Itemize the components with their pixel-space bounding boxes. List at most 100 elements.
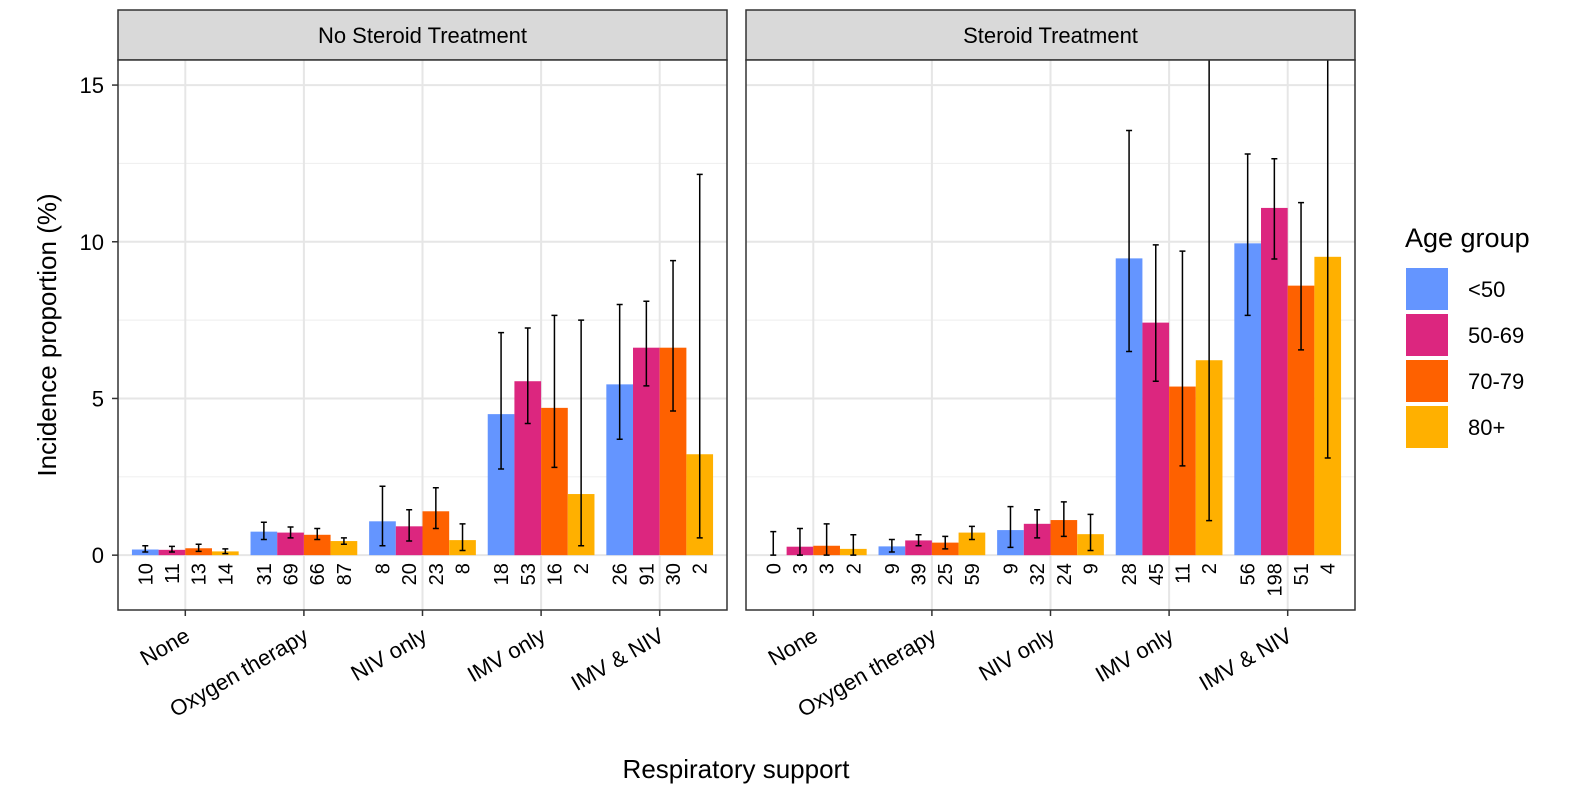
panel-border: [745, 59, 1356, 611]
error-bar: [850, 534, 857, 556]
error-bar: [1179, 250, 1186, 467]
count-label: 2: [690, 563, 712, 574]
count-label: 11: [1172, 563, 1194, 584]
legend-label: 70-79: [1468, 369, 1524, 394]
count-label: 53: [518, 563, 540, 585]
count-label: 9: [1000, 563, 1022, 574]
y-axis-label: Incidence proportion (%): [32, 193, 62, 476]
x-tick-label: IMV only: [463, 623, 550, 687]
facet-title: No Steroid Treatment: [318, 23, 527, 48]
bar: [958, 532, 986, 556]
strip: [117, 9, 728, 61]
count-label: 2: [843, 563, 865, 574]
error-bar: [1087, 513, 1094, 552]
error-bar: [578, 319, 585, 547]
count-label: 3: [790, 563, 812, 574]
count-label: 59: [962, 563, 984, 585]
facet-title: Steroid Treatment: [963, 23, 1138, 48]
error-bar: [1271, 157, 1278, 260]
error-bar: [888, 538, 895, 553]
count-label: 23: [426, 563, 448, 585]
error-bar: [696, 173, 703, 539]
x-tick-label: IMV & NIV: [1195, 623, 1297, 696]
count-label: 3: [817, 563, 839, 574]
count-label: 11: [162, 563, 184, 584]
count-label: 87: [334, 563, 356, 585]
error-bar: [222, 548, 229, 555]
error-bar: [287, 526, 294, 539]
strip: [745, 9, 1356, 61]
error-bar: [314, 527, 321, 541]
error-bar: [915, 534, 922, 547]
y-tick-label: 0: [92, 543, 104, 568]
count-label: 20: [399, 563, 421, 585]
count-label: 2: [571, 563, 593, 574]
error-bar: [459, 523, 466, 552]
error-bar: [551, 314, 558, 469]
count-label: 30: [663, 563, 685, 585]
count-label: 25: [935, 563, 957, 585]
count-label: 18: [491, 563, 513, 585]
count-label: 39: [909, 563, 931, 585]
error-bar: [406, 508, 413, 542]
error-bar: [796, 527, 803, 556]
bar: [277, 532, 304, 556]
legend-title: Age group: [1405, 223, 1530, 253]
count-label: 28: [1119, 563, 1141, 585]
x-tick-label: None: [136, 623, 194, 671]
count-label: 8: [453, 563, 475, 574]
bar: [905, 540, 932, 556]
error-bar: [770, 530, 777, 556]
error-bar: [968, 525, 975, 541]
x-tick-label: IMV only: [1091, 623, 1178, 687]
count-label: 26: [610, 563, 632, 585]
panel-clip: [770, 60, 1342, 556]
error-bar: [823, 523, 830, 556]
legend-key: [1406, 360, 1448, 402]
x-axis-label: Respiratory support: [623, 754, 851, 784]
error-bar: [942, 535, 949, 550]
count-label: 4: [1318, 563, 1340, 574]
error-bar: [1206, 60, 1213, 522]
count-label: 45: [1146, 563, 1168, 585]
y-tick-label: 5: [92, 386, 104, 411]
error-bar: [616, 303, 623, 440]
count-label: 66: [307, 563, 329, 585]
count-label: 31: [254, 563, 276, 585]
legend-label: 80+: [1468, 415, 1505, 440]
count-label: 9: [882, 563, 904, 574]
x-tick-label: NIV only: [346, 623, 431, 686]
count-label: 69: [281, 563, 303, 585]
panel-border: [117, 59, 728, 611]
legend-key: [1406, 406, 1448, 448]
x-tick-label: None: [764, 623, 822, 671]
error-bar: [1152, 244, 1159, 382]
legend-label: 50-69: [1468, 323, 1524, 348]
error-bar: [340, 537, 347, 545]
count-label: 10: [135, 563, 157, 585]
x-tick-label: NIV only: [974, 623, 1059, 686]
legend-key: [1406, 268, 1448, 310]
error-bar: [643, 300, 650, 387]
legend-key: [1406, 314, 1448, 356]
bar: [330, 541, 358, 556]
count-label: 13: [189, 563, 211, 585]
error-bar: [1060, 501, 1067, 538]
error-bar: [1034, 508, 1041, 539]
y-tick-label: 10: [80, 230, 104, 255]
error-bar: [195, 543, 202, 553]
error-bar: [1126, 129, 1133, 353]
error-bar: [1324, 60, 1331, 459]
error-bar: [379, 485, 386, 547]
legend-label: <50: [1468, 277, 1505, 302]
count-label: 14: [215, 563, 237, 585]
count-label: 0: [763, 563, 785, 574]
count-label: 32: [1027, 563, 1049, 585]
count-label: 2: [1199, 563, 1221, 574]
panel-clip: [131, 173, 714, 556]
count-label: 9: [1081, 563, 1103, 574]
error-bar: [432, 487, 439, 530]
error-bar: [1298, 201, 1305, 351]
error-bar: [1244, 153, 1251, 317]
